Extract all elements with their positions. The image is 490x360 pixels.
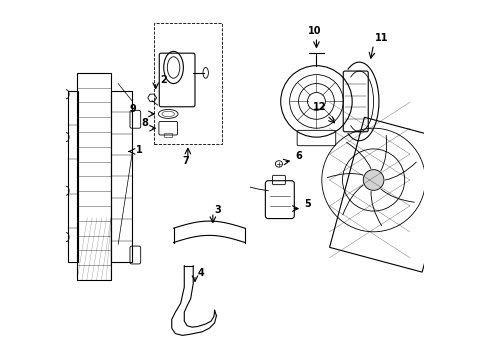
Text: 10: 10 <box>308 26 321 36</box>
Bar <box>111 91 132 262</box>
Circle shape <box>363 170 384 190</box>
Text: 5: 5 <box>304 199 311 209</box>
Text: 2: 2 <box>160 75 167 85</box>
Text: 8: 8 <box>141 118 148 129</box>
Text: 3: 3 <box>215 205 221 215</box>
Text: 4: 4 <box>198 268 205 278</box>
Text: 6: 6 <box>295 150 302 161</box>
Bar <box>164 133 172 137</box>
Polygon shape <box>172 266 217 336</box>
Text: 12: 12 <box>313 102 326 112</box>
Bar <box>77 73 111 280</box>
Text: 7: 7 <box>183 156 190 166</box>
Bar <box>330 117 457 272</box>
Bar <box>154 23 222 144</box>
Text: 9: 9 <box>129 104 136 114</box>
Text: 11: 11 <box>375 33 388 43</box>
Text: 1: 1 <box>136 145 143 155</box>
Bar <box>68 91 78 262</box>
